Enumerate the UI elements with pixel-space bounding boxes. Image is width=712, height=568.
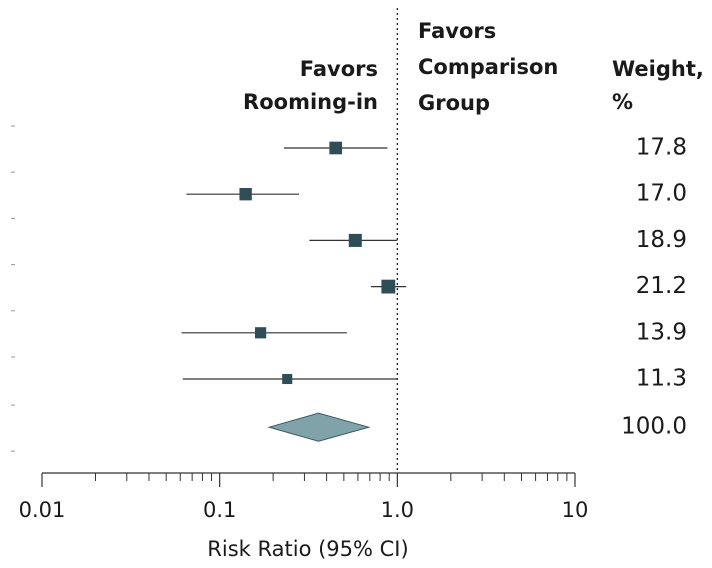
weight-label: 11.3 (636, 366, 687, 392)
right-header: Favors (418, 19, 496, 43)
x-tick-label: 0.01 (19, 498, 66, 522)
weight-label: 21.2 (636, 273, 687, 299)
x-tick-label: 1.0 (381, 498, 414, 522)
point-estimate (282, 373, 293, 385)
weight-header: Weight, (612, 57, 704, 81)
pooled-diamond (267, 412, 371, 442)
weight-label: 13.9 (636, 319, 687, 345)
point-estimate (239, 188, 252, 201)
x-tick-label: 10 (562, 498, 589, 522)
weight-label: 17.0 (636, 181, 687, 207)
left-header: Favors (300, 57, 378, 81)
left-header: Rooming-in (243, 90, 378, 114)
weight-label: 17.8 (636, 135, 687, 161)
weight-label: 100.0 (621, 414, 687, 440)
weight-header: % (612, 90, 633, 114)
point-estimate (348, 233, 362, 247)
x-axis-label: Risk Ratio (95% CI) (207, 537, 408, 561)
x-tick-label: 0.1 (203, 498, 236, 522)
right-header: Group (418, 91, 490, 115)
point-estimate (381, 279, 396, 294)
point-estimate (255, 327, 267, 339)
point-estimate (329, 141, 343, 155)
weight-label: 18.9 (636, 227, 687, 253)
right-header: Comparison (418, 55, 558, 79)
